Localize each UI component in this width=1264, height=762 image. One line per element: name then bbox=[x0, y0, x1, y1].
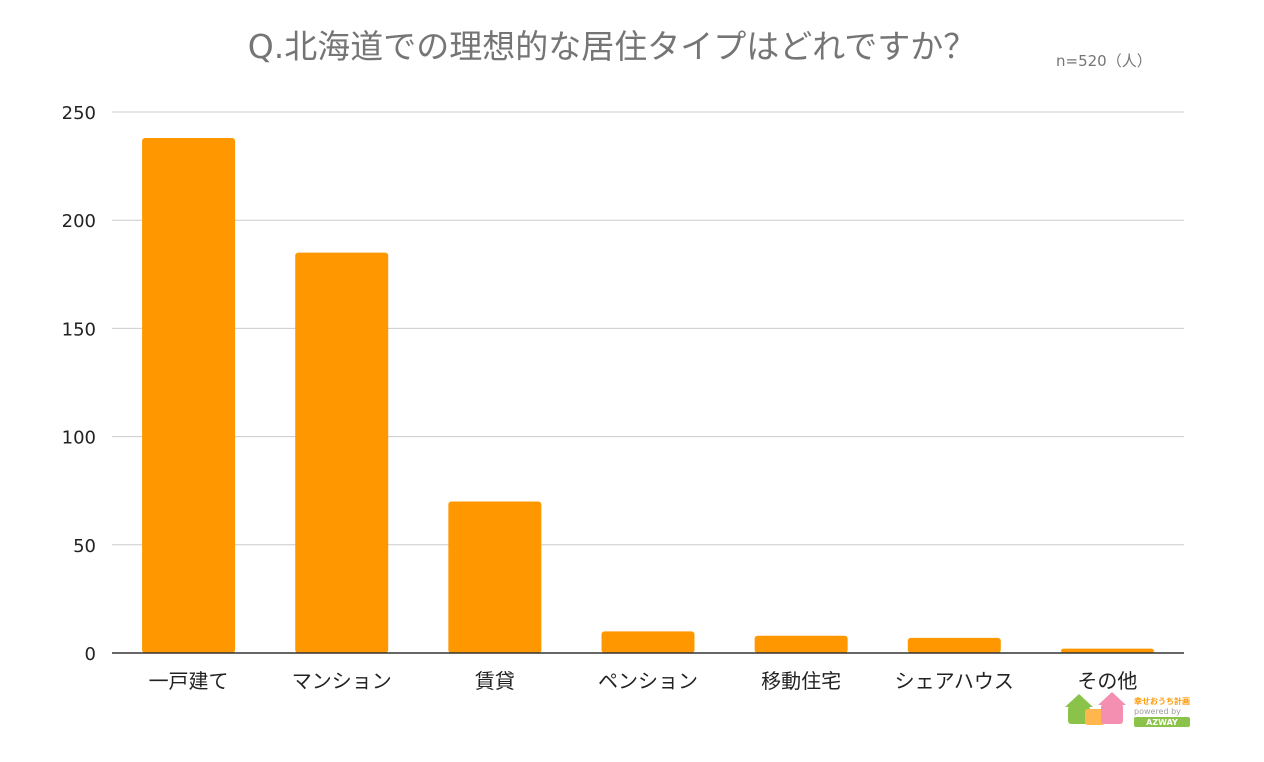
bar-5 bbox=[907, 637, 1001, 653]
chart-title: Q.北海道での理想的な居住タイプはどれですか？ bbox=[248, 27, 976, 66]
logo-house-green-icon bbox=[1068, 706, 1090, 724]
logo-house-orange-icon bbox=[1085, 709, 1105, 725]
bar-3 bbox=[601, 631, 695, 653]
logo-brand: AZWAY bbox=[1146, 718, 1178, 727]
logo-powered-by: powered by bbox=[1134, 707, 1181, 716]
y-tick-label: 50 bbox=[73, 536, 96, 557]
bar-6 bbox=[1060, 648, 1154, 653]
gridlines bbox=[112, 111, 1184, 546]
x-category-label: 一戸建て bbox=[149, 669, 229, 693]
bar-1 bbox=[295, 252, 389, 653]
x-category-label: ペンション bbox=[598, 669, 698, 693]
y-tick-label: 150 bbox=[62, 319, 96, 340]
y-tick-label: 0 bbox=[85, 644, 96, 665]
logo-title: 幸せおうち計画 bbox=[1134, 696, 1190, 706]
bar-4 bbox=[754, 635, 848, 653]
bars bbox=[142, 137, 1154, 653]
bar-0 bbox=[142, 137, 236, 653]
x-category-label: 賃貸 bbox=[475, 669, 515, 693]
x-category-label: シェアハウス bbox=[895, 669, 1014, 693]
x-category-label: 移動住宅 bbox=[761, 669, 841, 693]
x-category-label: マンション bbox=[292, 669, 392, 693]
y-tick-label: 250 bbox=[62, 103, 96, 124]
logo-brand-badge bbox=[1134, 717, 1190, 727]
y-tick-label: 100 bbox=[62, 428, 96, 449]
x-category-label: その他 bbox=[1077, 669, 1137, 693]
bar-2 bbox=[448, 501, 542, 653]
brand-logo: 幸せおうち計画 powered by AZWAY bbox=[1065, 692, 1190, 727]
logo-house-pink-icon bbox=[1101, 704, 1123, 724]
x-axis-categories: 一戸建て マンション 賃貸 ペンション 移動住宅 シェアハウス その他 bbox=[149, 669, 1138, 693]
chart-subtitle: n=520（人） bbox=[1056, 52, 1152, 70]
y-axis-ticks: 0 50 100 150 200 250 bbox=[62, 103, 96, 665]
logo-roof-pink-icon bbox=[1098, 692, 1126, 705]
y-tick-label: 200 bbox=[62, 211, 96, 232]
logo-roof-green-icon bbox=[1065, 694, 1093, 707]
